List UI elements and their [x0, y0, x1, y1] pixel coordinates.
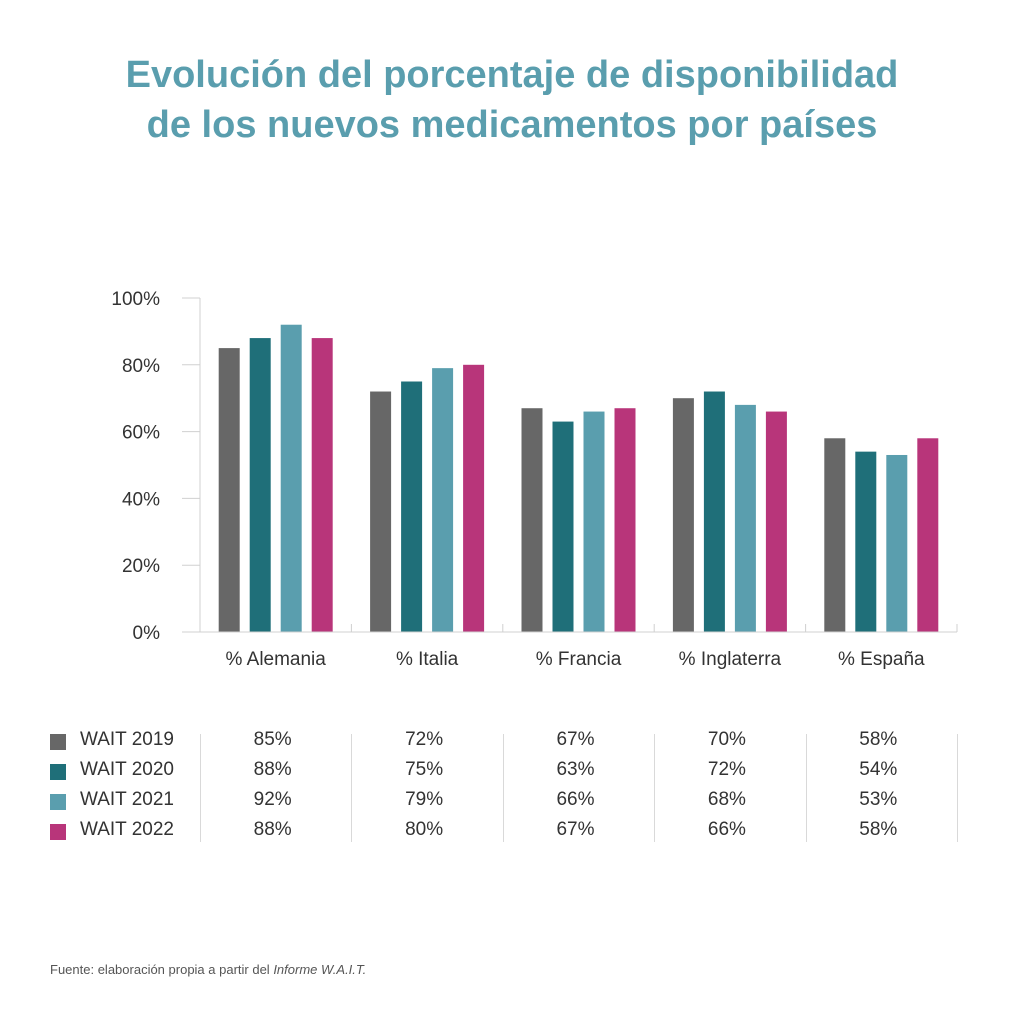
- table-row: WAIT 2020 88% 75% 63% 72% 54%: [0, 756, 1024, 786]
- bar: [734, 404, 756, 632]
- bar: [370, 391, 392, 632]
- table-column-divider: [957, 734, 958, 842]
- table-row: WAIT 2022 88% 80% 67% 66% 58%: [0, 816, 1024, 846]
- x-axis: % Alemania % Italia % Francia % Inglaterra%…: [200, 624, 958, 670]
- y-axis: 0% 20% 40% 60% 80% 100%: [111, 289, 201, 644]
- table-cell-value: 53%: [859, 789, 898, 810]
- table-column-divider: [654, 734, 656, 842]
- table-row: WAIT 2019 85% 72% 67% 70% 58%: [0, 726, 1024, 756]
- table-cell-value: 66%: [556, 789, 595, 810]
- x-tick-label: % España: [838, 649, 925, 670]
- source-note: Fuente: elaboración propia a partir del …: [50, 962, 366, 977]
- table-cell-value: 92%: [253, 789, 292, 810]
- bar: [218, 348, 240, 632]
- y-tick-label: 40%: [122, 489, 160, 510]
- bar: [917, 438, 939, 632]
- table-column-divider: [805, 734, 807, 842]
- source-report-name: Informe W.A.I.T.: [273, 962, 367, 977]
- source-prefix: Fuente: elaboración propia a partir del: [50, 962, 274, 977]
- x-tick-label: % Italia: [396, 649, 459, 670]
- chart-title-line-1: Evolución del porcentaje de disponibilid…: [125, 54, 899, 96]
- x-tick-label: % Alemania: [226, 649, 327, 670]
- table-cell-value: 70%: [707, 729, 746, 750]
- bar: [552, 421, 574, 632]
- legend-series-name: WAIT 2020: [80, 759, 174, 780]
- y-tick-label: 100%: [111, 289, 160, 310]
- legend-series-name: WAIT 2021: [80, 789, 174, 810]
- legend-swatch: [50, 824, 66, 840]
- bar: [765, 411, 787, 632]
- table-cell-value: 85%: [253, 729, 292, 750]
- chart-title: Evolución del porcentaje de disponibilid…: [0, 50, 1024, 150]
- bar: [886, 454, 908, 632]
- bars: [218, 324, 939, 632]
- legend-swatch: [50, 734, 66, 750]
- legend-swatch: [50, 794, 66, 810]
- table-cell-value: 66%: [707, 819, 746, 840]
- y-tick-label: 80%: [122, 356, 160, 377]
- table-cell-value: 88%: [253, 819, 292, 840]
- y-tick-label: 0%: [133, 623, 161, 644]
- table-cell-value: 54%: [859, 759, 898, 780]
- table-cell-value: 79%: [405, 789, 444, 810]
- bar: [311, 338, 333, 632]
- table-cell-value: 67%: [556, 729, 595, 750]
- table-cell-value: 67%: [556, 819, 595, 840]
- bar: [401, 381, 423, 632]
- y-tick-label: 20%: [122, 556, 160, 577]
- x-tick-label: % Inglaterra: [679, 649, 782, 670]
- data-table: WAIT 2019 85% 72% 67% 70% 58% WAIT 2020 88% 75% 6…: [0, 726, 1024, 846]
- table-cell-value: 80%: [405, 819, 444, 840]
- bar: [583, 411, 605, 632]
- chart-title-line-2: de los nuevos medicamentos por países: [146, 104, 878, 146]
- table-cell-value: 88%: [253, 759, 292, 780]
- legend-series-name: WAIT 2019: [80, 729, 174, 750]
- table-row: WAIT 2021 92% 79% 66% 68% 53%: [0, 786, 1024, 816]
- legend-swatch: [50, 764, 66, 780]
- table-cell-value: 72%: [405, 729, 444, 750]
- bar: [824, 438, 846, 632]
- bar: [249, 338, 271, 632]
- bar: [432, 368, 454, 632]
- table-cell-value: 63%: [556, 759, 595, 780]
- bar: [463, 364, 485, 632]
- bar-chart: 0% 20% 40% 60% 80% 100% % Alemania % Italia % F…: [111, 289, 958, 670]
- bar: [855, 451, 877, 632]
- table-cell-value: 68%: [707, 789, 746, 810]
- bar: [614, 408, 636, 632]
- legend-series-name: WAIT 2022: [80, 819, 174, 840]
- bar: [672, 398, 694, 632]
- table-cell-value: 72%: [707, 759, 746, 780]
- table-column-divider: [351, 734, 353, 842]
- table-column-divider: [200, 734, 201, 842]
- bar: [280, 324, 302, 632]
- bar: [703, 391, 725, 632]
- table-cell-value: 75%: [405, 759, 444, 780]
- x-tick-label: % Francia: [536, 649, 622, 670]
- y-tick-label: 60%: [122, 423, 160, 444]
- table-cell-value: 58%: [859, 819, 898, 840]
- table-column-divider: [502, 734, 504, 842]
- table-cell-value: 58%: [859, 729, 898, 750]
- bar: [521, 408, 543, 632]
